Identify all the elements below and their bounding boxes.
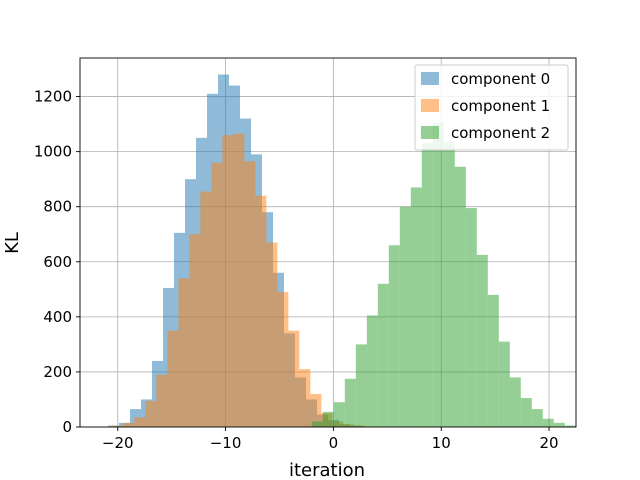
histogram-bar [145, 400, 157, 427]
legend-swatch-component-2 [421, 126, 439, 139]
histogram-bar [399, 206, 411, 427]
x-tick-label: −20 [102, 434, 134, 452]
histogram-bar [167, 330, 179, 427]
legend-box [414, 64, 569, 151]
histogram-bar [200, 191, 212, 427]
histogram-bar [454, 166, 466, 427]
histogram-bar [443, 141, 455, 427]
legend-label-component-2: component 2 [451, 124, 550, 142]
histogram-bar [388, 245, 400, 427]
histogram-bar [432, 122, 444, 428]
histogram-bar [553, 422, 565, 427]
y-tick-label: 1000 [34, 143, 72, 161]
series-2 [311, 122, 576, 428]
legend-swatch-component-0 [421, 72, 439, 85]
histogram-bar [564, 425, 576, 427]
histogram-bar [355, 344, 367, 427]
y-tick-label: 800 [43, 198, 72, 216]
histogram-bar [255, 195, 267, 427]
histogram-bar [377, 283, 389, 427]
histogram-bar [156, 374, 168, 427]
x-tick-label: 0 [329, 434, 339, 452]
histogram-bar [520, 398, 532, 427]
x-tick-label: 10 [432, 434, 451, 452]
x-axis-title: iteration [289, 460, 365, 480]
legend-label-component-1: component 1 [451, 97, 550, 115]
histogram-bar [244, 161, 256, 427]
histogram-bar [344, 378, 356, 427]
y-tick-label: 400 [43, 308, 72, 326]
histogram-bar [310, 393, 322, 427]
histogram-bar [476, 254, 488, 427]
histogram-bar [277, 292, 289, 427]
x-tick-label: 20 [539, 434, 558, 452]
y-tick-label: 600 [43, 253, 72, 271]
histogram-bar [366, 315, 378, 427]
histogram-bar [333, 402, 345, 427]
histogram-bar [498, 341, 510, 427]
histogram-bar [178, 278, 190, 427]
histogram-bar [322, 411, 334, 427]
histogram-bar [487, 294, 499, 427]
x-tick-label: −10 [210, 434, 242, 452]
histogram-bar [531, 409, 543, 427]
histogram-bar [211, 162, 223, 427]
histogram-bar [542, 418, 554, 427]
histogram-bar [509, 377, 521, 427]
histogram-bar [222, 135, 234, 427]
histogram-bar [288, 330, 300, 427]
y-tick-label: 200 [43, 363, 72, 381]
histogram-bar [123, 422, 135, 427]
histogram-bar [465, 208, 477, 427]
histogram-bar [134, 417, 146, 427]
legend: component 0 component 1 component 2 [414, 64, 569, 151]
bars-layer [108, 74, 576, 428]
legend-swatch-component-1 [421, 99, 439, 112]
y-tick-label: 0 [62, 418, 72, 436]
series-1 [112, 133, 366, 428]
y-axis-title: KL [2, 232, 23, 254]
histogram-bar [421, 143, 433, 428]
legend-label-component-0: component 0 [451, 70, 550, 88]
y-tick-label: 1200 [34, 88, 72, 106]
histogram-bar [112, 425, 124, 427]
histogram-bar [410, 187, 422, 427]
histogram-bar [311, 421, 323, 427]
histogram-bar [233, 133, 245, 428]
plot-frame [79, 57, 577, 428]
histogram-bar [266, 242, 278, 427]
histogram-bar [189, 234, 201, 427]
histogram-bar [299, 369, 311, 427]
